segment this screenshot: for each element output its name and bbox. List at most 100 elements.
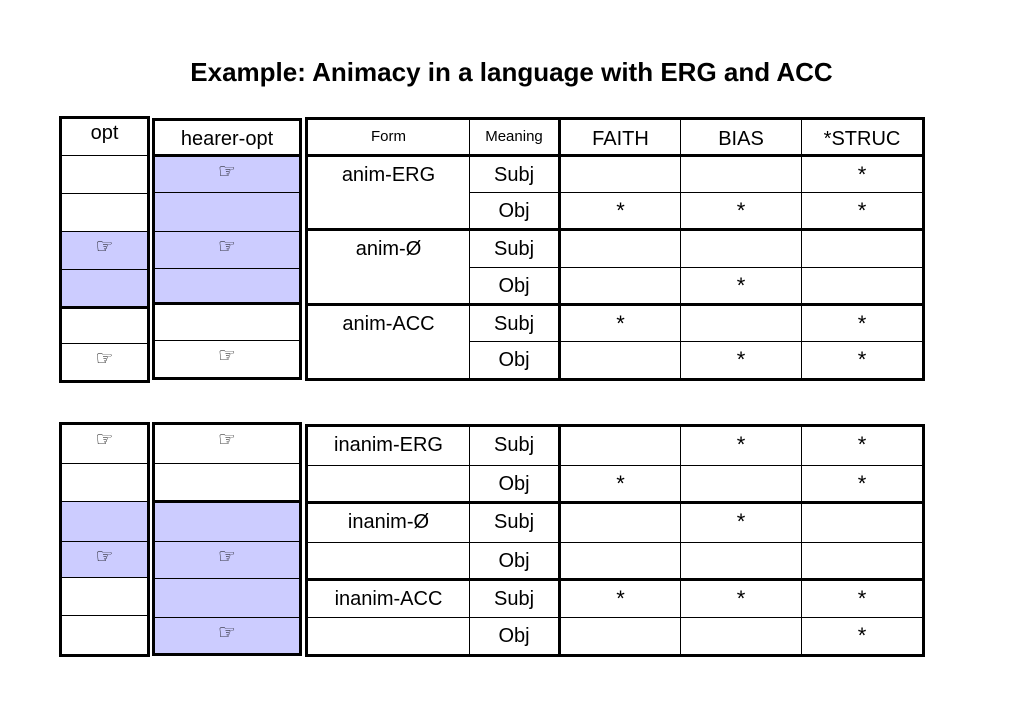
bias-violation-cell: *	[680, 267, 802, 305]
form-cell	[306, 617, 470, 656]
hearer-opt-cell	[153, 268, 301, 304]
hearer-opt-cell	[153, 500, 301, 542]
meaning-cell: Obj	[469, 542, 560, 580]
form-cell	[306, 542, 470, 580]
meaning-cell: Obj	[469, 267, 560, 305]
tableau-row: Obj *	[307, 267, 924, 305]
struc-violation-cell: *	[801, 578, 924, 618]
struc-violation-cell: *	[801, 303, 924, 342]
faith-violation-cell	[558, 424, 681, 466]
pointing-hand-icon: ☞	[218, 429, 236, 451]
struc-violation-cell: *	[801, 465, 924, 503]
opt-cell	[60, 306, 149, 344]
pointing-hand-icon: ☞	[218, 161, 236, 183]
struc-violation-cell	[801, 228, 924, 268]
struc-violation-cell	[801, 542, 924, 580]
anim-tableau: Form Meaning FAITH BIAS *STRUC anim-ERG S…	[305, 117, 925, 381]
meaning-cell: Obj	[469, 617, 560, 656]
opt-cell: ☞	[60, 541, 149, 578]
pointing-hand-icon: ☞	[95, 236, 114, 258]
opt-cell: ☞	[60, 343, 149, 382]
form-cell: inanim-Ø	[306, 501, 470, 543]
struc-header: *STRUC	[801, 118, 924, 156]
meaning-cell: Subj	[469, 303, 560, 342]
bias-violation-cell	[680, 154, 802, 193]
meaning-cell: Subj	[469, 501, 560, 543]
tableau-row: Obj * * *	[307, 192, 924, 230]
meaning-cell: Subj	[469, 154, 560, 193]
opt-cell	[60, 615, 149, 656]
opt-cell	[60, 193, 149, 232]
hearer-opt-cell: ☞	[153, 617, 301, 655]
tableau-row: anim-Ø Subj	[306, 228, 924, 305]
opt-header: opt	[60, 117, 149, 156]
bias-violation-cell	[680, 542, 802, 580]
meaning-cell: Subj	[469, 424, 560, 466]
faith-violation-cell	[558, 267, 681, 305]
faith-violation-cell: *	[558, 465, 681, 503]
bias-violation-cell: *	[680, 578, 802, 618]
faith-violation-cell	[558, 542, 681, 580]
inanim-tableau: inanim-ERG Subj * * Obj * * inanim-Ø Subj * Obj ina…	[305, 424, 925, 657]
anim-opt-table: opt ☞ ☞	[59, 116, 150, 383]
hearer-opt-cell: ☞	[153, 423, 301, 464]
faith-violation-cell	[558, 228, 681, 268]
hearer-opt-cell	[153, 302, 301, 341]
struc-violation-cell: *	[801, 192, 924, 230]
tableau-row: Obj * *	[307, 341, 924, 380]
pointing-hand-icon: ☞	[95, 348, 114, 370]
meaning-header: Meaning	[469, 118, 560, 156]
bias-violation-cell: *	[680, 192, 802, 230]
faith-violation-cell	[558, 617, 681, 656]
meaning-cell: Obj	[469, 341, 560, 380]
faith-violation-cell	[558, 501, 681, 543]
struc-violation-cell: *	[801, 341, 924, 380]
hearer-opt-cell	[153, 463, 301, 502]
form-cell: anim-ERG	[306, 154, 470, 230]
tableau-row: Obj *	[306, 617, 924, 656]
pointing-hand-icon: ☞	[218, 546, 236, 568]
pointing-hand-icon: ☞	[95, 429, 114, 451]
bias-header: BIAS	[680, 118, 802, 156]
meaning-cell: Obj	[469, 465, 560, 503]
hearer-opt-cell: ☞	[153, 541, 301, 579]
tableau-row: inanim-ERG Subj * *	[306, 424, 924, 466]
hearer-opt-header: hearer-opt	[153, 119, 301, 156]
opt-cell	[60, 463, 149, 502]
opt-cell	[60, 269, 149, 308]
struc-violation-cell: *	[801, 617, 924, 656]
opt-cell	[60, 155, 149, 194]
tableau-row: Obj	[306, 542, 924, 580]
bias-violation-cell	[680, 465, 802, 503]
meaning-cell: Subj	[469, 228, 560, 268]
form-cell	[306, 465, 470, 503]
anim-hearer-opt-table: hearer-opt ☞ ☞ ☞	[152, 118, 302, 380]
faith-violation-cell: *	[558, 303, 681, 342]
hearer-opt-cell	[153, 578, 301, 618]
inanim-hearer-opt-table: ☞ ☞ ☞	[152, 422, 302, 656]
struc-violation-cell	[801, 267, 924, 305]
meaning-cell: Subj	[469, 578, 560, 618]
inanim-opt-table: ☞ ☞	[59, 422, 150, 657]
opt-cell: ☞	[60, 231, 149, 270]
bias-violation-cell	[680, 617, 802, 656]
pointing-hand-icon: ☞	[95, 546, 114, 568]
bias-violation-cell	[680, 228, 802, 268]
form-cell: inanim-ACC	[306, 578, 470, 618]
page-title: Example: Animacy in a language with ERG …	[190, 57, 833, 87]
struc-violation-cell	[801, 501, 924, 543]
bias-violation-cell	[680, 303, 802, 342]
pointing-hand-icon: ☞	[218, 622, 236, 644]
opt-cell: ☞	[60, 423, 149, 464]
meaning-cell: Obj	[469, 192, 560, 230]
pointing-hand-icon: ☞	[218, 236, 236, 258]
pointing-hand-icon: ☞	[218, 345, 236, 367]
form-header: Form	[306, 118, 470, 156]
tableau-row: anim-ERG Subj *	[306, 154, 924, 230]
faith-violation-cell: *	[558, 192, 681, 230]
bias-violation-cell: *	[680, 341, 802, 380]
tableau-row: inanim-Ø Subj *	[306, 501, 924, 543]
struc-violation-cell: *	[801, 154, 924, 193]
faith-violation-cell: *	[558, 578, 681, 618]
form-cell: anim-Ø	[306, 228, 470, 305]
